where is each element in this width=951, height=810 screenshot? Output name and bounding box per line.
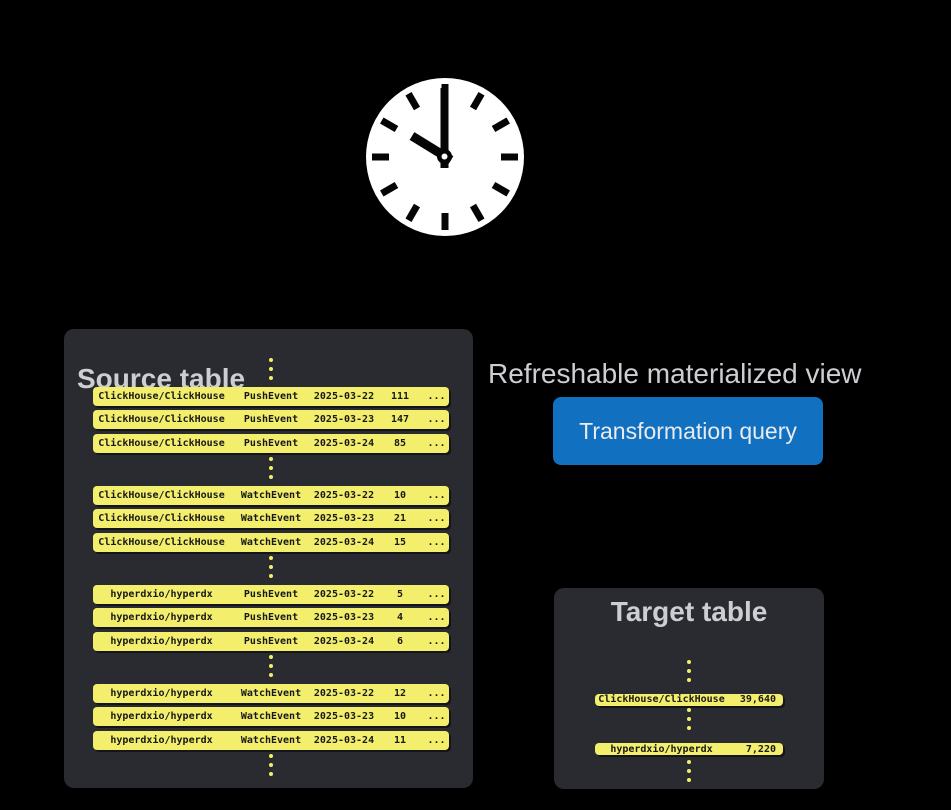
source-table-row: ClickHouse/ClickHouse PushEvent 2025-03-… — [93, 386, 449, 406]
source-table-row: hyperdxio/hyperdx WatchEvent 2025-03-22 … — [93, 683, 449, 703]
more-cell: ... — [427, 612, 446, 623]
event-cell: WatchEvent — [240, 536, 302, 548]
ellipsis-dots — [269, 457, 273, 479]
repo-cell: hyperdxio/hyperdx — [110, 635, 213, 647]
date-cell: 2025-03-22 — [313, 390, 375, 402]
date-cell: 2025-03-23 — [313, 513, 375, 524]
date-cell: 2025-03-24 — [313, 437, 375, 449]
event-cell: PushEvent — [243, 414, 299, 425]
count-cell: 4 — [396, 612, 404, 623]
repo-cell: hyperdxio/hyperdx — [110, 588, 213, 600]
ellipsis-dots — [269, 556, 273, 578]
source-table-row: ClickHouse/ClickHouse WatchEvent 2025-03… — [93, 532, 449, 552]
source-table-row: hyperdxio/hyperdx WatchEvent 2025-03-24 … — [93, 730, 449, 750]
more-cell: ... — [427, 489, 446, 501]
repo-cell: ClickHouse/ClickHouse — [98, 437, 225, 449]
source-table-row: ClickHouse/ClickHouse PushEvent 2025-03-… — [93, 433, 449, 453]
more-cell: ... — [427, 711, 446, 722]
event-cell: PushEvent — [243, 612, 299, 623]
count-cell: 15 — [393, 536, 407, 548]
more-cell: ... — [427, 513, 446, 524]
more-cell: ... — [427, 414, 446, 425]
total-cell: 39,640 — [739, 694, 776, 706]
target-table-panel: Target table ClickHouse/ClickHouse 39,64… — [554, 588, 824, 789]
more-cell: ... — [427, 536, 446, 548]
repo-cell: hyperdxio/hyperdx — [110, 687, 213, 699]
more-cell: ... — [427, 588, 446, 600]
source-table-row: hyperdxio/hyperdx PushEvent 2025-03-24 6… — [93, 631, 449, 651]
minute-hand — [440, 88, 449, 168]
target-table-title: Target table — [610, 596, 768, 627]
more-cell: ... — [427, 437, 446, 449]
target-table-row: ClickHouse/ClickHouse 39,640 — [595, 693, 783, 706]
repo-cell: ClickHouse/ClickHouse — [98, 513, 225, 524]
clock-icon — [366, 78, 524, 236]
count-cell: 11 — [393, 734, 407, 746]
count-cell: 12 — [393, 687, 407, 699]
count-cell: 111 — [390, 390, 410, 402]
source-table-panel: Source table ClickHouse/ClickHouse PushE… — [64, 329, 473, 788]
event-cell: PushEvent — [243, 588, 299, 600]
source-table-row: ClickHouse/ClickHouse WatchEvent 2025-03… — [93, 485, 449, 505]
repo-cell: ClickHouse/ClickHouse — [598, 694, 725, 706]
event-cell: WatchEvent — [240, 489, 302, 501]
event-cell: WatchEvent — [240, 711, 302, 722]
repo-cell: hyperdxio/hyperdx — [110, 711, 213, 722]
source-table-row: hyperdxio/hyperdx PushEvent 2025-03-23 4… — [93, 608, 449, 627]
count-cell: 85 — [393, 437, 407, 449]
repo-cell: ClickHouse/ClickHouse — [98, 536, 225, 548]
event-cell: WatchEvent — [240, 513, 302, 524]
materialized-view-title: Refreshable materialized view — [488, 358, 862, 389]
ellipsis-dots — [269, 754, 273, 776]
date-cell: 2025-03-22 — [313, 687, 375, 699]
event-cell: PushEvent — [243, 635, 299, 647]
count-cell: 147 — [390, 414, 410, 425]
event-cell: PushEvent — [243, 390, 299, 402]
source-table-row: ClickHouse/ClickHouse PushEvent 2025-03-… — [93, 410, 449, 429]
date-cell: 2025-03-23 — [313, 612, 375, 623]
repo-cell: ClickHouse/ClickHouse — [98, 390, 225, 402]
repo-cell: ClickHouse/ClickHouse — [98, 414, 225, 425]
count-cell: 21 — [393, 513, 407, 524]
date-cell: 2025-03-22 — [313, 489, 375, 501]
target-table-row: hyperdxio/hyperdx 7,220 — [595, 743, 783, 756]
date-cell: 2025-03-23 — [313, 414, 375, 425]
more-cell: ... — [427, 635, 446, 647]
event-cell: WatchEvent — [240, 687, 302, 699]
more-cell: ... — [427, 734, 446, 746]
more-cell: ... — [427, 390, 446, 402]
count-cell: 10 — [393, 711, 407, 722]
count-cell: 10 — [393, 489, 407, 501]
count-cell: 5 — [396, 588, 404, 600]
repo-cell: hyperdxio/hyperdx — [110, 612, 213, 623]
date-cell: 2025-03-22 — [313, 588, 375, 600]
event-cell: PushEvent — [243, 437, 299, 449]
date-cell: 2025-03-23 — [313, 711, 375, 722]
date-cell: 2025-03-24 — [313, 536, 375, 548]
ellipsis-dots — [687, 707, 691, 730]
source-table-row: ClickHouse/ClickHouse WatchEvent 2025-03… — [93, 509, 449, 528]
transformation-query-button[interactable]: Transformation query — [553, 397, 823, 465]
repo-cell: ClickHouse/ClickHouse — [98, 489, 225, 501]
event-cell: WatchEvent — [240, 734, 302, 746]
total-cell: 7,220 — [745, 743, 776, 755]
ellipsis-dots — [269, 358, 273, 380]
more-cell: ... — [427, 687, 446, 699]
ellipsis-dots — [687, 660, 691, 683]
date-cell: 2025-03-24 — [313, 734, 375, 746]
repo-cell: hyperdxio/hyperdx — [610, 743, 713, 755]
ellipsis-dots — [687, 760, 691, 783]
date-cell: 2025-03-24 — [313, 635, 375, 647]
source-table-row: hyperdxio/hyperdx WatchEvent 2025-03-23 … — [93, 707, 449, 726]
count-cell: 6 — [396, 635, 404, 647]
source-table-row: hyperdxio/hyperdx PushEvent 2025-03-22 5… — [93, 584, 449, 604]
ellipsis-dots — [269, 655, 273, 677]
repo-cell: hyperdxio/hyperdx — [110, 734, 213, 746]
